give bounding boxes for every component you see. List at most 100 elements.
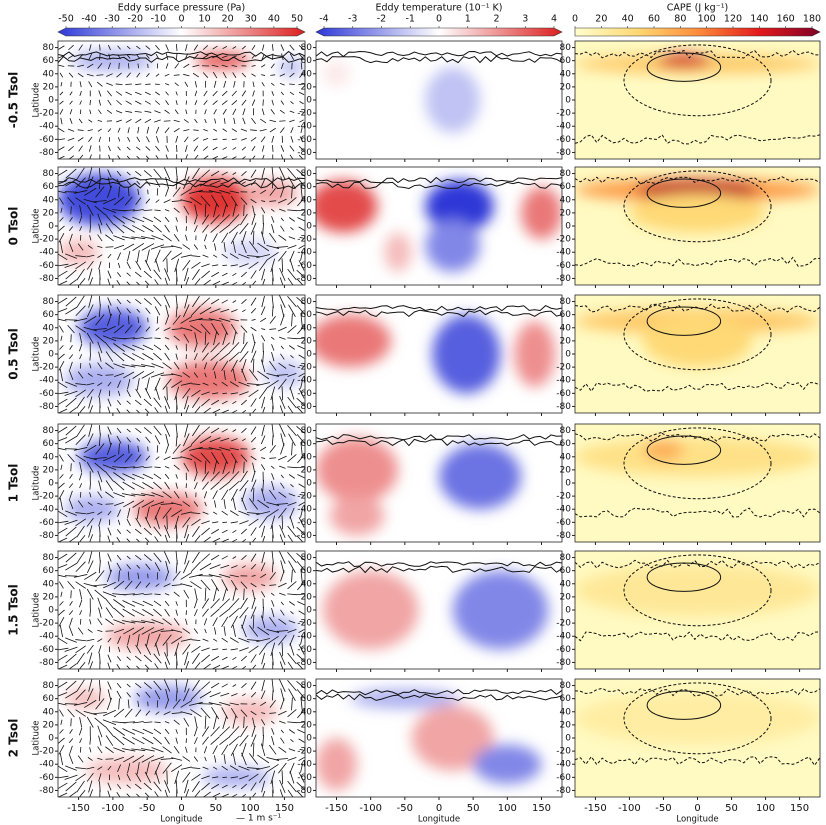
field-blob [64,363,134,397]
row-label: 2 Tsol [7,719,21,758]
colorbar-label: Eddy surface pressure (Pa) [118,3,245,14]
y-tick-label: 0 [48,606,54,616]
y-tick-label: 0 [306,350,312,360]
colorbar-tick-label: 40 [622,14,634,25]
field-blob [106,623,189,650]
y-tick-label: -60 [39,389,54,399]
y-tick-label: -20 [39,492,54,502]
contour [316,434,562,441]
y-tick-label: -60 [39,261,54,271]
y-axis-label: Latitude [32,466,42,501]
contour [316,51,562,58]
y-tick-label: 40 [301,452,313,462]
y-tick-label: -80 [556,274,571,284]
x-tick-label: 100 [756,803,775,814]
y-tick-label: 80 [560,297,572,307]
x-tick-label: -150 [325,803,348,814]
y-tick-label: 60 [301,439,313,449]
y-tick-label: -40 [556,376,571,386]
y-tick-label: -40 [39,248,54,258]
y-axis-label: Latitude [32,337,42,372]
y-tick-label: 0 [306,606,312,616]
y-tick-label: 0 [306,734,312,744]
colorbar [57,27,306,37]
y-tick-label: -20 [39,619,54,629]
row-label: -0.5 Tsol [7,72,21,129]
contour [623,554,772,627]
x-tick-label: -50 [655,803,671,814]
y-tick-label: 20 [43,465,55,475]
field-blob [316,314,392,368]
wind-vectors [58,167,305,285]
y-tick-label: -80 [556,658,571,668]
contour [623,44,772,117]
field [58,173,299,266]
contour [575,507,820,518]
colorbar-tick-label: -20 [128,14,144,25]
field-blob [181,437,251,477]
contour [575,381,820,393]
y-tick-label: -40 [556,760,571,770]
y-tick-label: 20 [560,82,572,92]
y-tick-label: 80 [43,681,55,691]
map-panel [316,167,562,285]
y-axis-label: Latitude [32,209,42,244]
contour [575,256,820,267]
field-blob [222,239,278,266]
y-tick-label: -40 [556,248,571,258]
x-axis-label: Longitude [160,815,202,825]
y-axis-label: Latitude [32,593,42,628]
contour [646,435,722,465]
contour [623,682,772,755]
y-tick-label: 80 [301,681,313,691]
y-tick-label: -60 [39,518,54,528]
colorbar-tick-label: 180 [803,14,821,25]
map-panel [575,424,820,542]
contour [316,176,562,184]
y-tick-label: 20 [301,720,313,730]
field-blob [167,308,237,348]
y-tick-label: 40 [43,69,55,79]
map-panel [316,679,562,797]
x-tick-label: 50 [209,803,222,814]
y-tick-label: -20 [297,363,312,373]
y-tick-label: 20 [43,82,55,92]
field [106,564,299,650]
x-tick-label: 50 [725,803,738,814]
x-tick-label: -50 [397,803,413,814]
y-tick-label: -20 [556,619,571,629]
y-tick-label: -20 [39,109,54,119]
y-axis-label: Latitude [32,83,42,118]
y-tick-label: -80 [297,274,312,284]
y-tick-label: 80 [560,553,572,563]
field-blob [106,564,175,591]
wind-vectors [58,679,305,797]
field-blob [425,180,494,233]
y-tick-label: -60 [556,261,571,271]
y-tick-label: 60 [560,182,572,192]
field-blob [439,443,521,510]
y-tick-label: 20 [560,465,572,475]
y-tick-label: 60 [560,566,572,576]
x-tick-label: 0 [178,803,184,814]
map-panel [58,551,305,669]
field-blob [636,180,759,200]
y-tick-label: -20 [39,235,54,245]
y-tick-label: 80 [560,426,572,436]
colorbar-tick-label: 50 [291,14,303,25]
contour [58,55,305,63]
colorbar [315,27,563,37]
contour [316,693,562,701]
y-tick-label: 80 [301,553,313,563]
y-tick-label: 80 [560,169,572,179]
colorbar-tick-label: 140 [750,14,768,25]
x-tick-label: -100 [359,803,382,814]
y-tick-label: -60 [39,645,54,655]
y-tick-label: -60 [556,773,571,783]
colorbar-tick-label: 40 [268,14,280,25]
y-tick-label: 60 [560,694,572,704]
y-tick-label: -80 [297,148,312,158]
contour [646,690,722,720]
y-tick-label: -80 [39,148,54,158]
field [316,314,556,394]
